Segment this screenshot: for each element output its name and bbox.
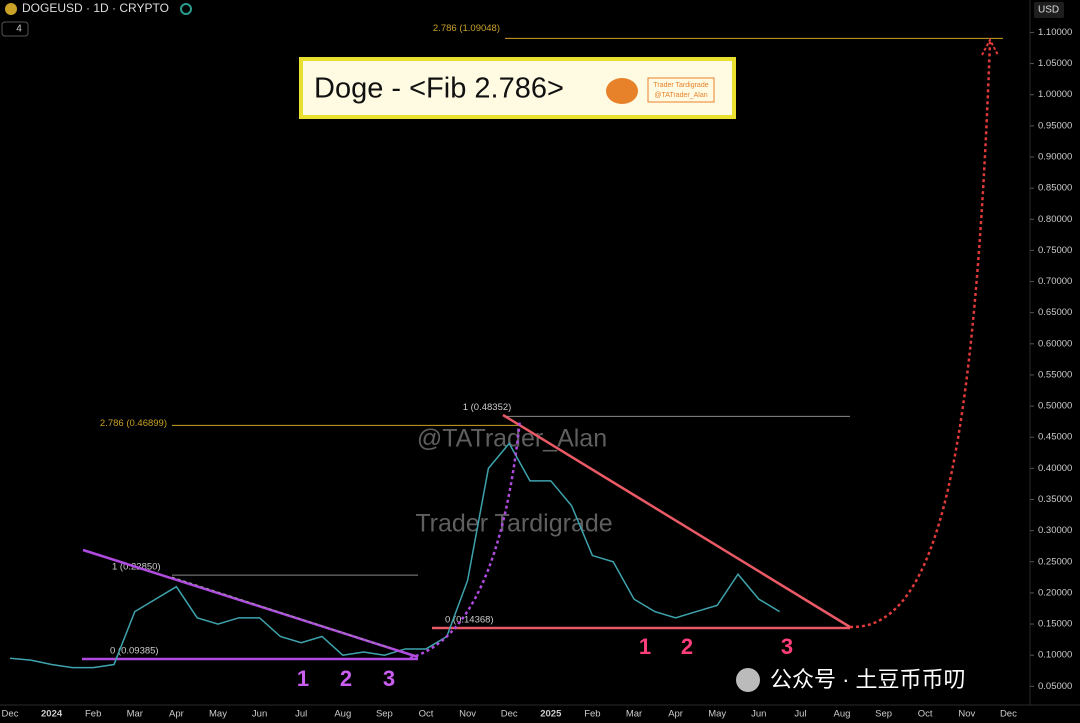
y-tick-label: 0.90000 [1038, 152, 1072, 163]
currency: USD [1038, 5, 1059, 16]
currency-button[interactable] [1034, 2, 1064, 18]
x-tick-label: Feb [85, 709, 101, 720]
y-tick-label: 0.80000 [1038, 214, 1072, 225]
trend-line [171, 576, 391, 649]
projection [409, 419, 522, 660]
fib-label: 1 (0.48352) [463, 402, 512, 413]
y-tick-label: 0.15000 [1038, 619, 1072, 630]
x-tick-label: May [209, 709, 227, 720]
x-tick-label: 2024 [41, 709, 63, 720]
x-tick-label: Dec [1000, 709, 1017, 720]
x-tick-label: Apr [169, 709, 184, 720]
x-tick-label: Dec [501, 709, 518, 720]
fib-label: 0 (0.14368) [445, 614, 494, 625]
logo-text: Trader Tardigrade [653, 82, 708, 89]
x-tick-label: May [708, 709, 726, 720]
x-tick-label: Mar [626, 709, 642, 720]
x-tick-label: Jul [794, 709, 806, 720]
chart-title: Doge - <Fib 2.786> [314, 73, 564, 105]
fib-label: 2.786 (1.09048) [433, 23, 500, 34]
y-tick-label: 0.35000 [1038, 494, 1072, 505]
arrow-head [981, 37, 999, 56]
x-tick-label: Sep [376, 709, 393, 720]
trend-line [502, 413, 851, 629]
price-axis-panel [1030, 0, 1080, 723]
y-tick-label: 0.55000 [1038, 369, 1072, 380]
fib-label: 2.786 (0.46899) [100, 418, 167, 429]
wave-label: 3 [383, 666, 395, 691]
x-tick-label: Aug [334, 709, 351, 720]
badge[interactable] [1, 21, 29, 37]
footer: 公众号 · 土豆币币叨 [770, 667, 966, 692]
y-tick-label: 0.30000 [1038, 525, 1072, 536]
x-tick-label: Feb [584, 709, 600, 720]
interval-badge: 4 [16, 24, 22, 35]
x-tick-label: Mar [127, 709, 143, 720]
y-tick-label: 0.10000 [1038, 650, 1072, 661]
x-tick-label: Oct [419, 709, 434, 720]
y-tick-label: 0.60000 [1038, 338, 1072, 349]
logo [606, 78, 638, 104]
y-tick-label: 0.50000 [1038, 401, 1072, 412]
x-tick-label: Nov [459, 709, 476, 720]
x-tick-label: Sep [875, 709, 892, 720]
status-dot [180, 3, 192, 15]
symbol: DOGEUSD · 1D · CRYPTO [22, 1, 169, 15]
y-tick-label: 0.75000 [1038, 245, 1072, 256]
x-tick-label: Jul [295, 709, 307, 720]
wave-label: 3 [781, 634, 793, 659]
wave-label: 1 [297, 666, 309, 691]
x-tick-label: Oct [918, 709, 933, 720]
x-tick-label: Aug [834, 709, 851, 720]
x-tick-label: Nov [958, 709, 975, 720]
wave-label: 2 [340, 666, 352, 691]
fib-label: 0 (0.09385) [110, 646, 159, 657]
x-tick-label: Jun [751, 709, 766, 720]
logo-text: @TATrader_Alan [654, 92, 707, 99]
y-tick-label: 1.05000 [1038, 58, 1072, 69]
footer-icon [736, 668, 760, 692]
x-tick-label: 2025 [540, 709, 562, 720]
x-tick-label: Jun [252, 709, 267, 720]
y-tick-label: 0.25000 [1038, 556, 1072, 567]
y-tick-label: 0.85000 [1038, 183, 1072, 194]
y-tick-label: 0.40000 [1038, 463, 1072, 474]
symbol-icon [5, 3, 17, 15]
y-tick-label: 0.65000 [1038, 307, 1072, 318]
y-tick-label: 1.10000 [1038, 27, 1072, 38]
y-tick-label: 0.95000 [1038, 120, 1072, 131]
y-tick-label: 0.20000 [1038, 587, 1072, 598]
logo-box [647, 77, 715, 103]
x-tick-label: Apr [668, 709, 683, 720]
price-line [9, 442, 780, 669]
wave-label: 2 [681, 634, 693, 659]
y-tick-label: 0.05000 [1038, 681, 1072, 692]
y-tick-label: 1.00000 [1038, 89, 1072, 100]
wave-label: 1 [639, 634, 651, 659]
y-tick-label: 0.45000 [1038, 432, 1072, 443]
x-tick-label: Dec [2, 709, 19, 720]
projection [849, 41, 992, 629]
title-box [299, 57, 736, 119]
y-tick-label: 0.70000 [1038, 276, 1072, 287]
